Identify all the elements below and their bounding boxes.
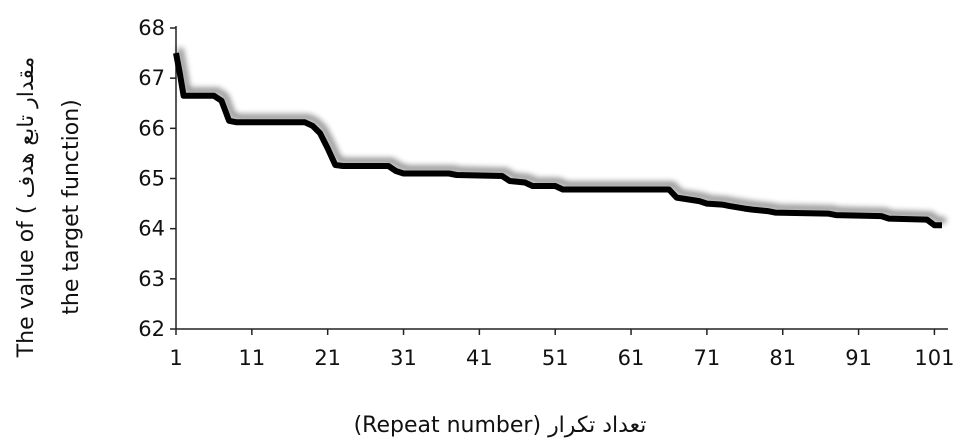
x-axis-title: (Repeat number) تعداد تکرار bbox=[354, 413, 647, 438]
series-group bbox=[173, 52, 942, 229]
x-axis: 1 11 21 31 41 51 61 71 81 91 101 bbox=[169, 328, 954, 370]
x-tick-label: 61 bbox=[618, 346, 645, 370]
y-axis-title-line1: The value of ( مقدار تابع هدف bbox=[14, 57, 39, 359]
x-tick-label: 101 bbox=[914, 346, 954, 370]
y-tick-label: 67 bbox=[138, 66, 165, 90]
x-tick-label: 11 bbox=[238, 346, 265, 370]
x-tick-label: 1 bbox=[169, 346, 182, 370]
x-tick-label: 41 bbox=[466, 346, 493, 370]
y-tick-label: 62 bbox=[138, 317, 165, 341]
y-tick-label: 66 bbox=[138, 116, 165, 140]
x-tick-label: 81 bbox=[769, 346, 796, 370]
series-line bbox=[173, 52, 942, 229]
x-tick-label: 21 bbox=[314, 346, 341, 370]
x-tick-label: 71 bbox=[694, 346, 721, 370]
y-axis-title-line2: the target function) bbox=[59, 99, 84, 314]
y-tick-label: 63 bbox=[138, 267, 165, 291]
y-tick-label: 64 bbox=[138, 217, 165, 241]
x-tick-label: 91 bbox=[845, 346, 872, 370]
y-tick-label: 65 bbox=[138, 167, 165, 191]
y-axis: 62 63 64 65 66 67 68 bbox=[138, 16, 177, 341]
x-tick-label: 31 bbox=[390, 346, 417, 370]
x-tick-label: 51 bbox=[542, 346, 569, 370]
y-tick-label: 68 bbox=[138, 16, 165, 40]
